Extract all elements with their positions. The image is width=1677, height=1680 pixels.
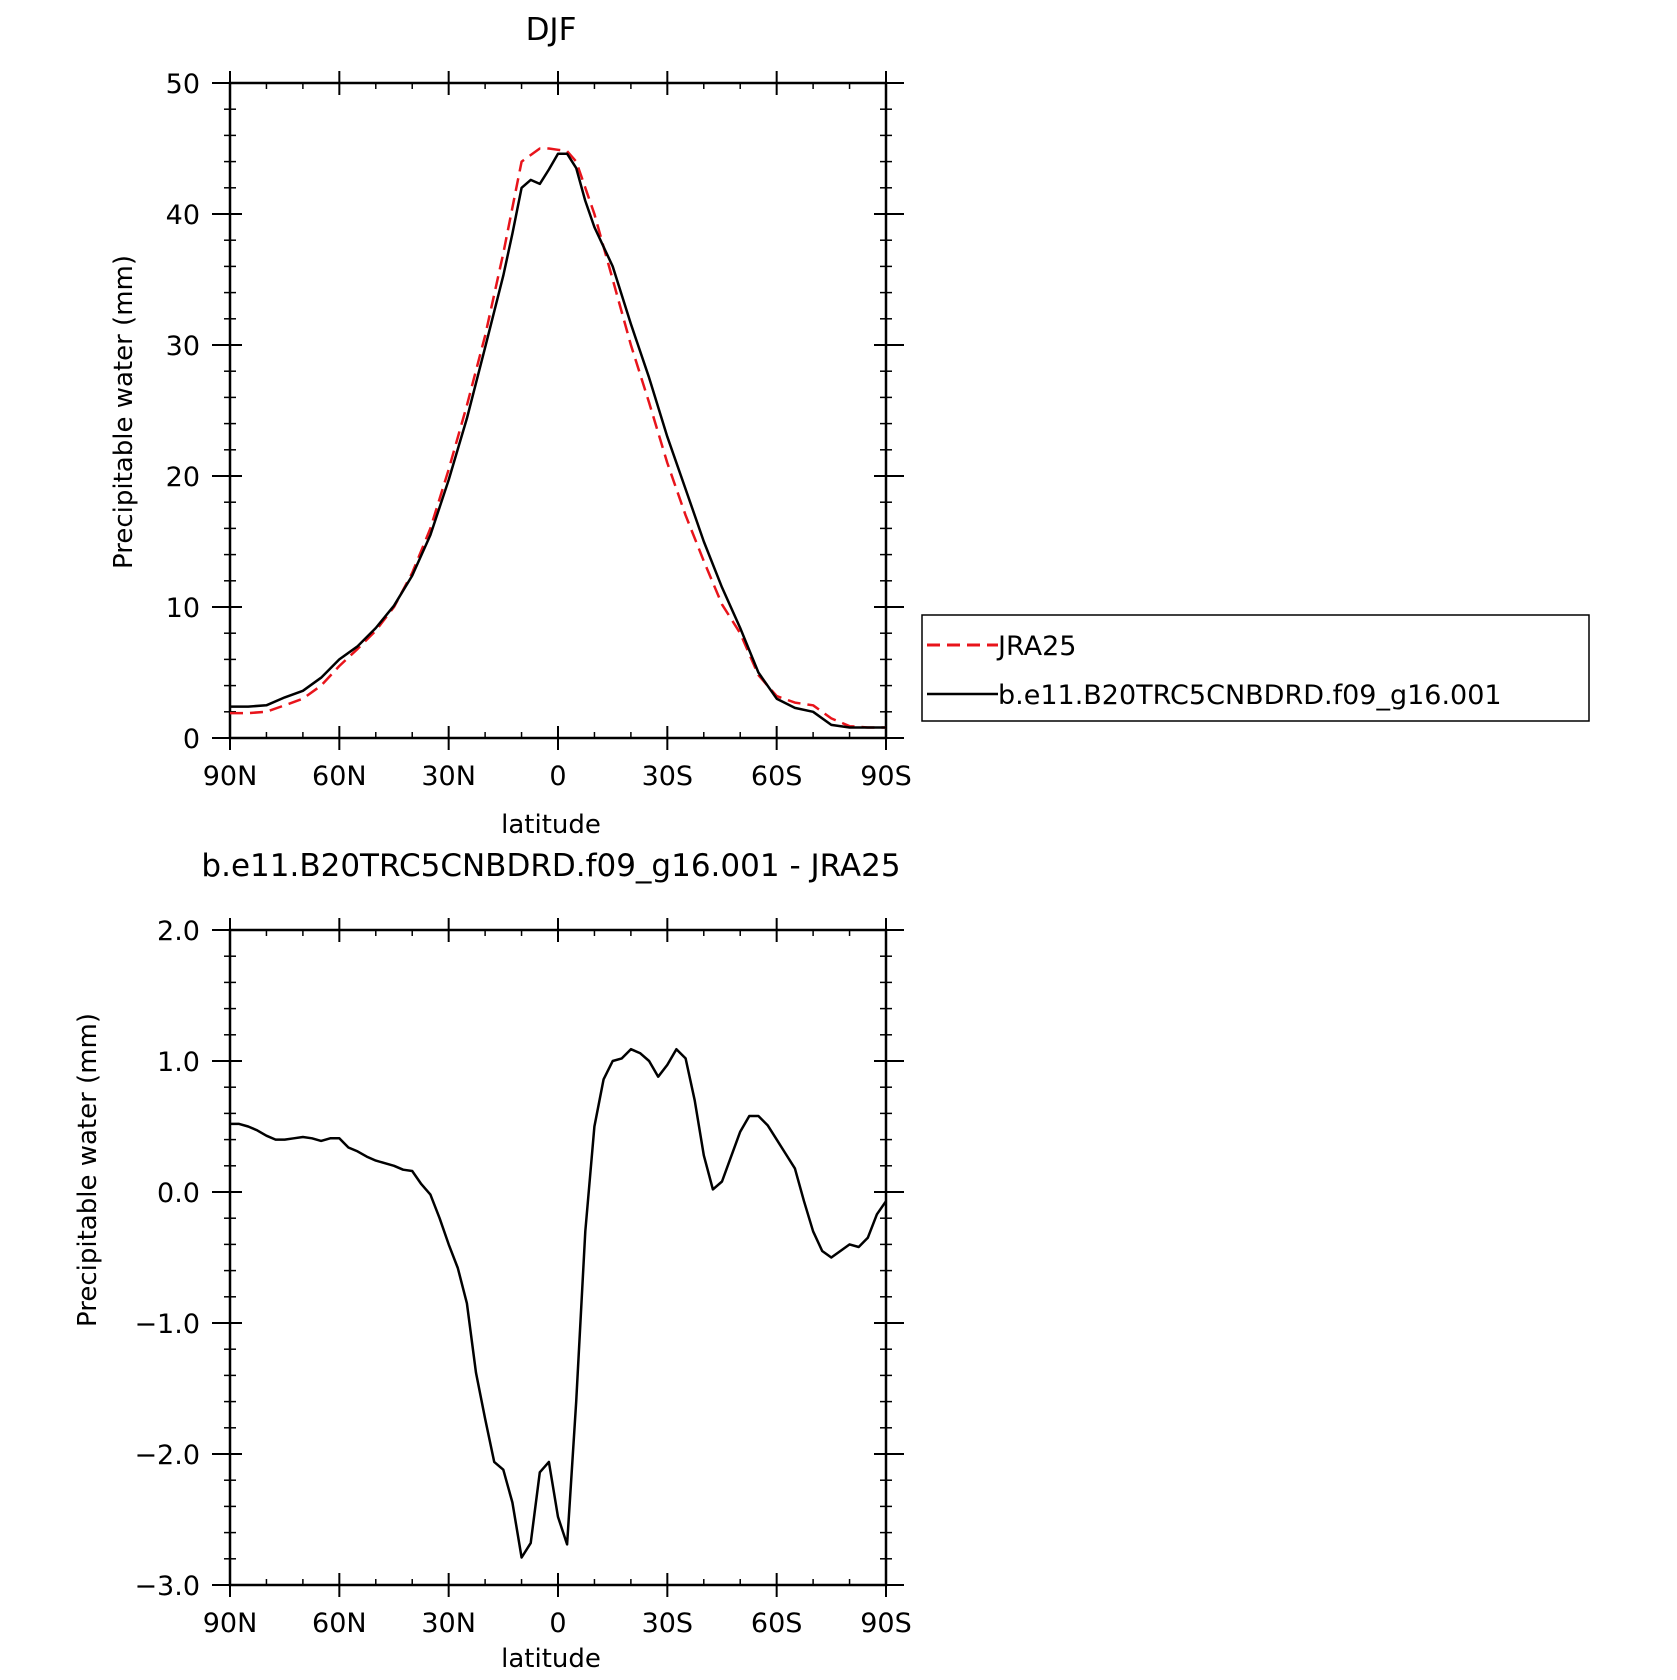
bottom-y-tick-label: 1.0	[157, 1047, 200, 1078]
bottom-x-tick-label: 60N	[312, 1608, 367, 1639]
top-plot-frame	[228, 81, 888, 740]
bottom-y-tick-label: 0.0	[157, 1178, 200, 1209]
top-xlabel: latitude	[501, 810, 601, 840]
top-x-tick-label: 90N	[203, 761, 258, 792]
top-x-tick-label: 60N	[312, 761, 367, 792]
top-x-tick-label: 90S	[860, 761, 912, 792]
top-y-tick-label: 30	[166, 331, 200, 362]
bottom-x-tick-label: 30N	[421, 1608, 476, 1639]
top-x-tick-label: 0	[549, 761, 566, 792]
bottom-plot-marks: 90N 60N 30N 0 30S 60S 90S −3.0 −2.0 −1.0 0.0 1.0 2.0	[134, 916, 911, 1639]
bottom-ylabel: Precipitable water (mm)	[73, 1013, 103, 1327]
top-y-tick-label: 10	[166, 593, 200, 624]
bottom-panel: b.e11.B20TRC5CNBDRD.f09_g16.001 - JRA25 …	[73, 848, 912, 1674]
bottom-y-tick-label: 2.0	[157, 916, 200, 947]
top-y-tick-label: 50	[166, 69, 200, 100]
top-x-tick-label: 60S	[751, 761, 803, 792]
top-ylabel: Precipitable water (mm)	[109, 255, 139, 569]
bottom-x-tick-label: 90S	[860, 1608, 912, 1639]
top-y-tick-label: 20	[166, 462, 200, 493]
legend-box	[921, 614, 1590, 722]
legend-label-model: b.e11.B20TRC5CNBDRD.f09_g16.001	[998, 680, 1502, 711]
top-panel: DJF 90N 60N 30N 0 30S 60S 90S 0 10 20 30 40 50 latit…	[109, 12, 912, 840]
bottom-plot-frame	[228, 928, 888, 1587]
bottom-y-tick-label: −2.0	[134, 1440, 200, 1471]
top-series-line-1	[230, 147, 886, 729]
top-x-tick-label: 30N	[421, 761, 476, 792]
legend-label-jra25: JRA25	[996, 631, 1076, 662]
legend: JRA25 b.e11.B20TRC5CNBDRD.f09_g16.001	[921, 614, 1590, 722]
top-y-tick-label: 40	[166, 200, 200, 231]
bottom-y-tick-label: −3.0	[134, 1571, 200, 1602]
bottom-x-tick-label: 60S	[751, 1608, 803, 1639]
top-plot-marks: 90N 60N 30N 0 30S 60S 90S 0 10 20 30 40 50	[166, 69, 912, 792]
bottom-xlabel: latitude	[501, 1644, 601, 1674]
bottom-title: b.e11.B20TRC5CNBDRD.f09_g16.001 - JRA25	[201, 848, 900, 884]
top-y-tick-label: 0	[183, 724, 200, 755]
bottom-series-line-1	[230, 1047, 888, 1559]
bottom-y-tick-label: −1.0	[134, 1309, 200, 1340]
top-title: DJF	[526, 12, 577, 48]
bottom-x-tick-label: 0	[549, 1608, 566, 1639]
top-series-line-2	[230, 152, 886, 729]
bottom-x-tick-label: 30S	[642, 1608, 694, 1639]
top-x-tick-label: 30S	[642, 761, 694, 792]
bottom-x-tick-label: 90N	[203, 1608, 258, 1639]
